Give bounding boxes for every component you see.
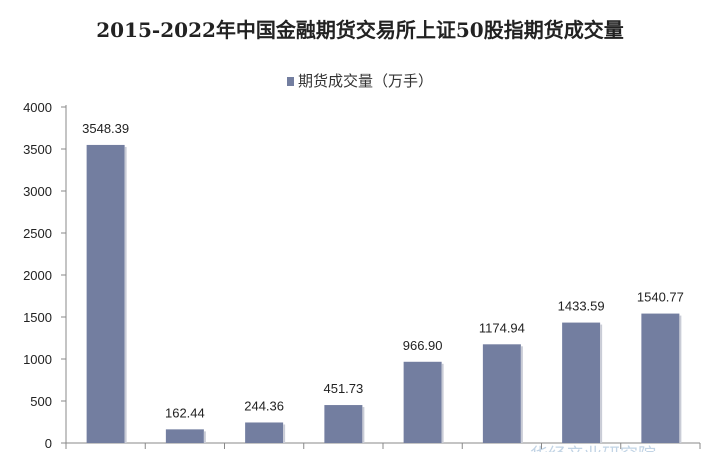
bar-shadow <box>124 146 127 443</box>
bar <box>403 361 442 443</box>
data-label: 1174.94 <box>479 320 525 335</box>
y-tick-label: 0 <box>45 436 52 451</box>
watermark-text: 华经产业研究院 <box>530 445 656 452</box>
bar <box>562 322 601 443</box>
data-label: 451.73 <box>323 381 363 396</box>
data-label: 1433.59 <box>558 299 605 314</box>
y-tick-label: 1000 <box>23 352 52 367</box>
data-label: 966.90 <box>403 338 443 353</box>
y-tick-label: 3000 <box>23 184 52 199</box>
legend-label: 期货成交量（万手） <box>297 72 433 90</box>
bar <box>86 144 125 443</box>
bar <box>245 422 284 443</box>
bar <box>324 405 363 443</box>
y-tick-label: 2500 <box>23 226 52 241</box>
bar-shadow <box>203 431 206 443</box>
bar-shadow <box>441 363 444 443</box>
chart-title: 2015-2022年中国金融期货交易所上证50股指期货成交量 <box>96 18 624 42</box>
data-label: 1540.77 <box>637 290 684 305</box>
data-label: 162.44 <box>165 405 205 420</box>
bar-shadow <box>679 315 682 443</box>
bar <box>165 429 204 443</box>
bar-shadow <box>520 346 523 443</box>
y-tick-label: 1500 <box>23 310 52 325</box>
bar <box>641 313 680 443</box>
data-label: 244.36 <box>244 398 284 413</box>
y-tick-label: 2000 <box>23 268 52 283</box>
bar-shadow <box>362 407 365 443</box>
y-tick-label: 4000 <box>23 100 52 115</box>
bar-shadow <box>283 424 286 443</box>
legend-swatch <box>286 77 294 86</box>
y-tick-label: 500 <box>30 394 52 409</box>
legend: 期货成交量（万手） <box>0 70 720 91</box>
bar-shadow <box>600 324 603 443</box>
data-label: 3548.39 <box>82 121 129 136</box>
bar <box>482 344 521 443</box>
y-tick-label: 3500 <box>23 142 52 157</box>
